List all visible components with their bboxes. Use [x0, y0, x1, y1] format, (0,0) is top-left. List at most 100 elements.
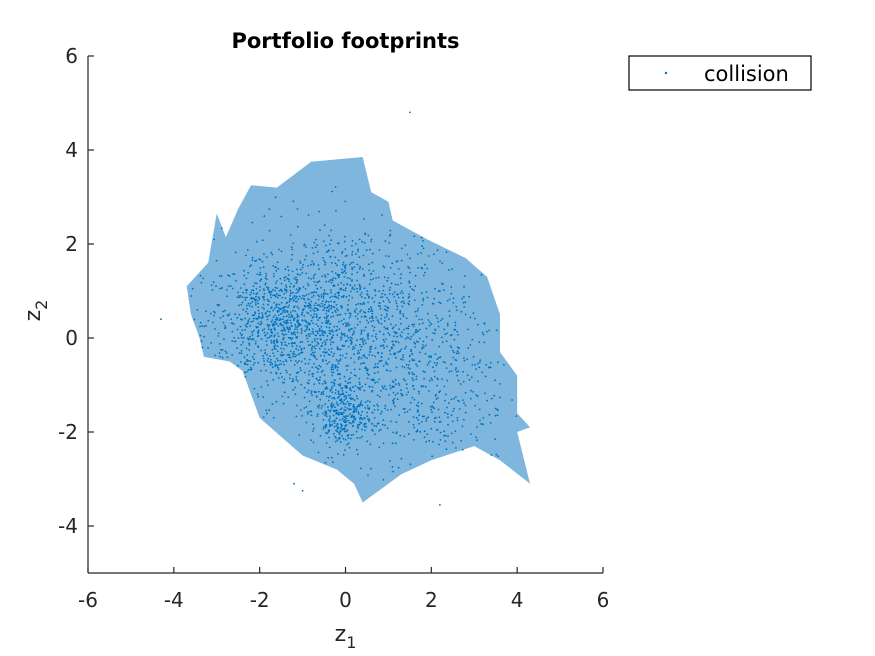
data-point	[303, 243, 306, 246]
data-point	[324, 343, 327, 346]
data-point	[323, 330, 326, 333]
data-point	[282, 324, 284, 327]
data-point	[294, 355, 296, 358]
data-point	[242, 337, 245, 339]
data-point	[342, 453, 345, 456]
data-point	[358, 381, 361, 384]
data-point	[283, 292, 286, 295]
data-point	[467, 328, 469, 331]
data-point	[389, 353, 392, 356]
data-point	[439, 431, 442, 434]
data-point	[332, 368, 335, 371]
data-point	[289, 294, 292, 297]
data-point	[329, 279, 332, 282]
data-point	[335, 359, 338, 361]
data-point	[331, 365, 334, 368]
data-point	[269, 293, 272, 296]
data-point	[330, 300, 332, 303]
data-point	[289, 373, 291, 376]
data-point	[375, 277, 377, 279]
data-point	[494, 438, 496, 441]
data-point	[222, 321, 225, 324]
data-point	[328, 280, 330, 283]
data-point	[268, 336, 271, 339]
data-point	[470, 397, 472, 400]
data-point	[326, 387, 329, 390]
data-point	[245, 347, 248, 350]
data-point	[431, 302, 434, 305]
data-point	[452, 301, 455, 304]
data-point	[368, 420, 370, 423]
data-point	[285, 286, 288, 289]
data-point	[297, 371, 300, 373]
data-point	[331, 371, 333, 374]
data-point	[291, 352, 294, 355]
data-point	[358, 377, 361, 380]
data-point	[317, 294, 319, 296]
data-point	[319, 365, 322, 368]
data-point	[275, 372, 278, 375]
data-point	[239, 295, 242, 297]
data-point	[312, 423, 314, 426]
data-point	[422, 299, 425, 302]
data-point	[336, 334, 339, 336]
data-point	[334, 277, 337, 280]
data-point	[436, 358, 439, 360]
footprint-layer	[186, 157, 531, 503]
data-point	[352, 404, 355, 406]
data-point	[382, 365, 385, 367]
data-point	[264, 312, 267, 315]
data-point	[278, 289, 281, 292]
data-point	[438, 345, 441, 348]
data-point	[277, 368, 280, 371]
data-point	[468, 295, 470, 298]
data-point	[395, 260, 398, 263]
data-point	[300, 349, 303, 351]
data-point	[355, 242, 357, 245]
data-point	[366, 334, 369, 336]
data-point	[462, 301, 465, 304]
data-point	[290, 342, 293, 345]
data-point	[456, 350, 459, 353]
data-point	[333, 396, 335, 399]
data-point	[379, 360, 382, 362]
data-point	[284, 344, 286, 346]
data-point	[403, 435, 406, 438]
data-point	[287, 313, 290, 316]
data-point	[347, 442, 350, 445]
data-point	[383, 347, 385, 349]
data-point	[323, 306, 326, 309]
data-point	[348, 323, 351, 326]
data-point	[373, 404, 376, 407]
data-point	[320, 286, 322, 289]
data-point	[281, 307, 284, 309]
data-point	[333, 419, 336, 422]
data-point	[382, 338, 385, 341]
data-point	[388, 394, 390, 396]
data-point	[358, 256, 361, 258]
data-point	[490, 397, 493, 400]
data-point	[341, 250, 344, 253]
data-point	[402, 356, 404, 358]
data-point	[371, 335, 374, 337]
data-point	[291, 270, 294, 273]
data-point	[363, 241, 366, 244]
data-point	[279, 288, 282, 291]
data-point	[401, 365, 404, 368]
data-point	[328, 361, 330, 364]
data-point	[249, 366, 252, 369]
data-point	[395, 421, 398, 423]
data-point	[324, 426, 327, 429]
data-point	[408, 293, 411, 296]
data-point	[343, 318, 345, 320]
data-point	[341, 354, 344, 357]
data-point	[369, 351, 371, 353]
data-point	[339, 393, 342, 396]
data-point	[270, 306, 273, 309]
data-point	[346, 323, 348, 325]
data-point	[366, 290, 368, 292]
data-point	[454, 430, 457, 433]
data-point	[496, 408, 498, 411]
data-point	[305, 328, 308, 331]
data-point	[370, 238, 373, 241]
